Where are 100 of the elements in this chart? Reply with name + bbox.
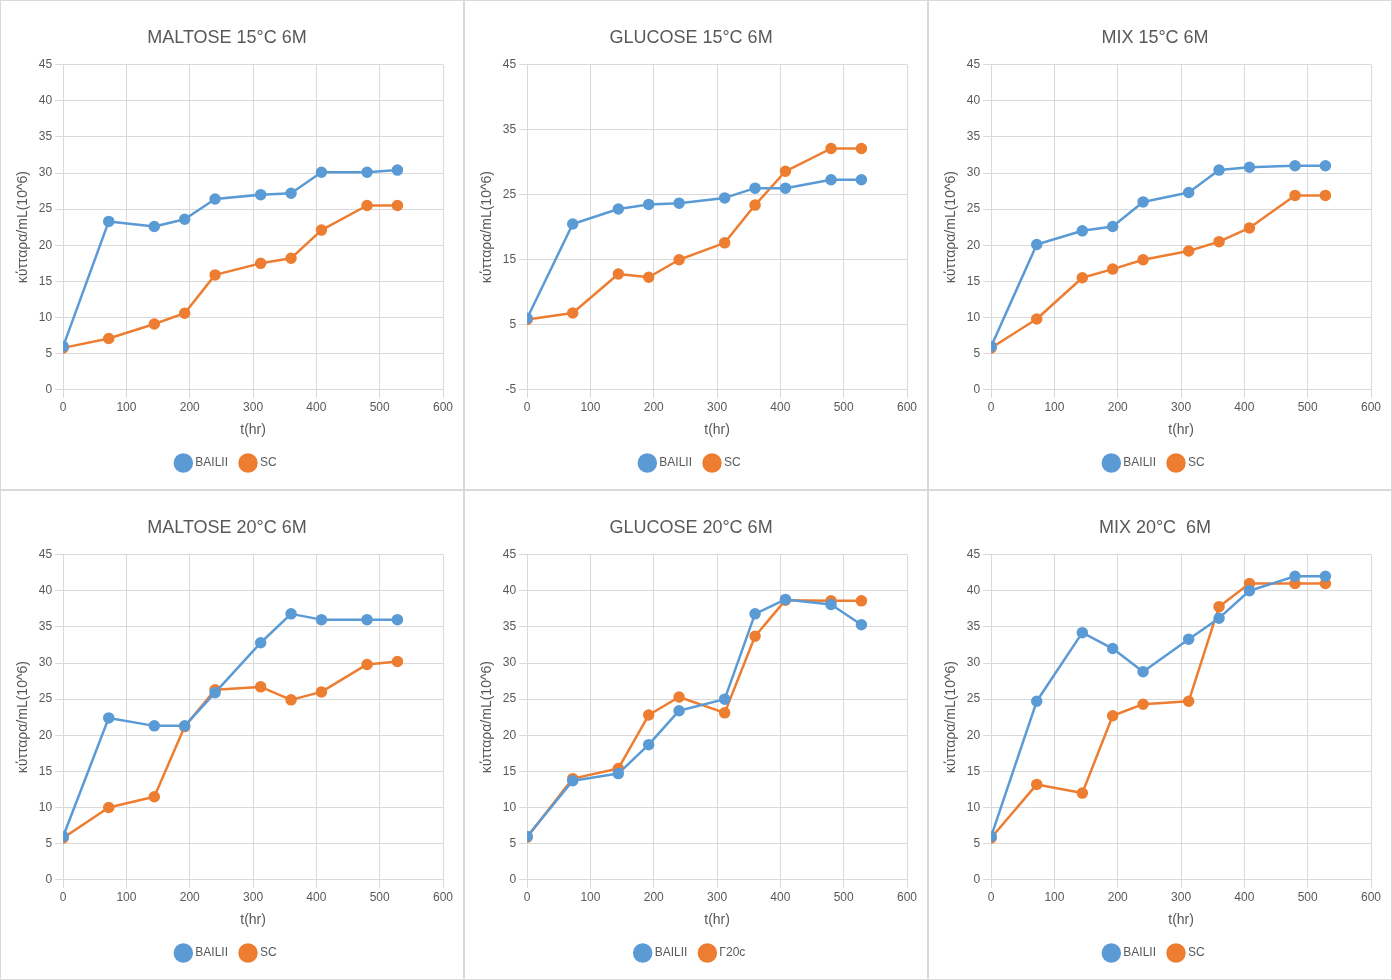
y-tick-label: 5 [973,835,981,850]
y-tick-label: 45 [502,546,517,561]
y-tick-label: 0 [973,872,981,887]
legend-label: SC [724,455,742,470]
y-tick-label: 35 [502,121,517,136]
x-tick-label: 300 [243,400,264,415]
y-tick-label: 30 [38,655,53,670]
y-tick-label: 5 [45,345,53,360]
y-tick-label: 25 [38,691,53,706]
x-tick-label: 0 [59,400,67,415]
legend-label: SC [260,945,278,960]
y-tick-label: 15 [502,252,517,267]
y-axis-title: κύτταρα/mL(10^6) [942,661,959,774]
x-tick-label: 400 [306,890,327,905]
legend-label: BAILII [659,455,693,470]
y-tick-label: 10 [38,799,53,814]
x-axis-title: t(hr) [704,911,730,928]
y-tick-label: 15 [502,763,517,778]
y-tick-label: 35 [38,129,53,144]
y-tick-label: 20 [966,727,981,742]
y-tick-label: 25 [966,201,981,216]
x-tick-label: 100 [580,400,601,415]
y-tick-label: 40 [38,583,53,598]
x-tick-label: 500 [369,400,391,415]
y-tick-label: 15 [38,273,53,288]
x-tick-label: 600 [1360,890,1382,905]
x-tick-label: 500 [833,890,855,905]
x-tick-label: 600 [432,890,454,905]
legend-label: BAILII [654,945,688,960]
x-tick-label: 600 [432,400,454,415]
chart-title: MIX 15°C 6M [1101,26,1209,47]
x-tick-label: 100 [1044,400,1065,415]
x-tick-label: 600 [896,400,918,415]
y-tick-label: 20 [966,237,981,252]
y-tick-label: 5 [509,317,517,332]
x-axis-title: t(hr) [240,911,266,928]
y-tick-label: 30 [966,655,981,670]
chart-title: GLUCOSE 15°C 6M [609,26,773,47]
y-tick-label: 0 [973,382,981,397]
x-tick-label: 300 [1171,890,1192,905]
x-tick-label: 200 [1107,400,1129,415]
legend-label: BAILII [1123,455,1157,470]
legend-label: SC [1188,455,1206,470]
x-tick-label: 300 [243,890,264,905]
y-tick-label: 35 [966,619,981,634]
x-tick-label: 200 [179,400,201,415]
legend-label: BAILII [1123,945,1157,960]
y-tick-label: 5 [973,345,981,360]
y-tick-label: 10 [502,799,517,814]
legend-label: Γ20c [719,945,746,960]
y-tick-label: 40 [966,583,981,598]
y-tick-label: 20 [38,237,53,252]
x-tick-label: 400 [1234,890,1255,905]
legend-label: BAILII [195,455,229,470]
x-tick-label: 200 [643,400,665,415]
chart-title: MALTOSE 20°C 6M [147,516,307,537]
x-tick-label: 600 [1360,400,1382,415]
x-tick-label: 400 [770,890,791,905]
y-axis-title: κύτταρα/mL(10^6) [478,661,495,774]
x-tick-label: 200 [643,890,665,905]
x-axis-title: t(hr) [240,421,266,438]
legend-label: BAILII [195,945,229,960]
x-tick-label: 100 [116,890,137,905]
x-tick-label: 500 [833,400,855,415]
y-tick-label: 25 [502,691,517,706]
y-tick-label: 20 [502,727,517,742]
y-tick-label: 0 [509,872,517,887]
x-tick-label: 500 [1297,890,1319,905]
y-tick-label: 40 [38,93,53,108]
y-tick-label: 10 [38,309,53,324]
y-axis-title: κύτταρα/mL(10^6) [14,171,31,284]
y-tick-label: 35 [966,129,981,144]
y-tick-label: -5 [505,382,517,397]
y-tick-label: 10 [966,799,981,814]
legend-label: SC [260,455,278,470]
y-axis-title: κύτταρα/mL(10^6) [942,171,959,284]
x-axis-title: t(hr) [1168,421,1194,438]
x-tick-label: 0 [59,890,67,905]
y-tick-label: 45 [38,56,53,71]
x-tick-label: 500 [1297,400,1319,415]
x-tick-label: 300 [1171,400,1192,415]
x-axis-title: t(hr) [704,421,730,438]
x-axis-title: t(hr) [1168,911,1194,928]
x-tick-label: 300 [707,890,728,905]
y-tick-label: 20 [38,727,53,742]
y-tick-label: 25 [966,691,981,706]
x-tick-label: 200 [1107,890,1129,905]
y-tick-label: 40 [966,93,981,108]
y-tick-label: 5 [45,835,53,850]
x-tick-label: 400 [770,400,791,415]
y-tick-label: 15 [966,763,981,778]
y-tick-label: 35 [38,619,53,634]
chart-title: MALTOSE 15°C 6M [147,26,307,47]
x-tick-label: 0 [987,400,995,415]
x-tick-label: 200 [179,890,201,905]
y-axis-title: κύτταρα/mL(10^6) [478,171,495,284]
y-axis-title: κύτταρα/mL(10^6) [14,661,31,774]
y-tick-label: 45 [966,546,981,561]
y-tick-label: 0 [45,872,53,887]
x-tick-label: 0 [523,400,531,415]
